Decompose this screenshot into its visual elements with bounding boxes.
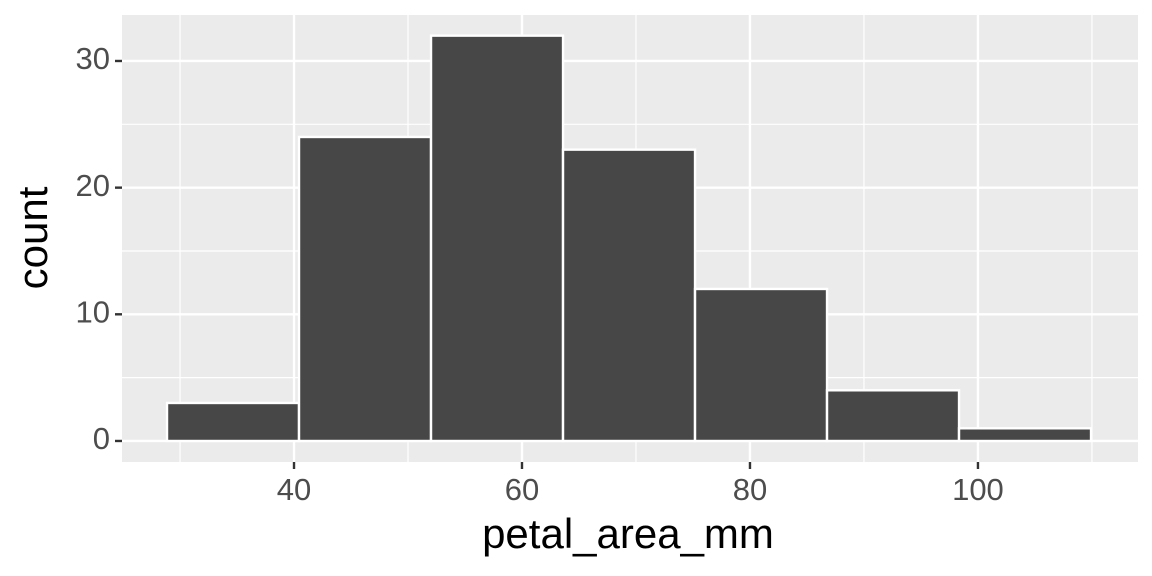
bar — [165, 401, 301, 443]
bar — [825, 389, 961, 443]
y-tick-label: 0 — [93, 421, 110, 456]
x-tick-label: 80 — [733, 472, 767, 507]
bar — [561, 148, 697, 443]
bar — [957, 427, 1093, 443]
x-axis-title: petal_area_mm — [482, 510, 774, 557]
y-axis-title: count — [9, 186, 56, 289]
bar — [693, 287, 829, 443]
y-tick-label: 30 — [76, 41, 110, 76]
x-tick-label: 40 — [277, 472, 311, 507]
x-tick-label: 60 — [505, 472, 539, 507]
bar — [429, 34, 565, 443]
y-tick-label: 20 — [76, 168, 110, 203]
bar — [297, 135, 433, 443]
x-tick-label: 100 — [952, 472, 1004, 507]
y-tick-label: 10 — [76, 294, 110, 329]
